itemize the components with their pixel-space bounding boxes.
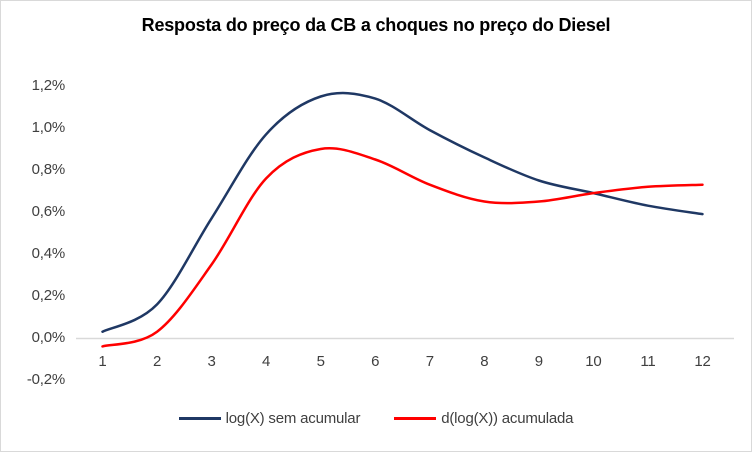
y-tick-label: 0,0%: [31, 329, 66, 346]
x-tick-label: 4: [262, 353, 271, 370]
legend-item-log-x-sem-acumular: log(X) sem acumular: [178, 410, 361, 427]
x-tick-label: 7: [425, 353, 434, 370]
x-tick-label: 3: [207, 353, 216, 370]
y-tick-label: 1,2%: [31, 77, 66, 94]
x-tick-label: 8: [480, 353, 489, 370]
y-tick-label: 0,2%: [31, 287, 66, 304]
series-line-0: [101, 91, 704, 333]
legend: log(X) sem acumular d(log(X)) acumulada: [1, 410, 751, 427]
y-tick-label: 0,4%: [31, 245, 66, 262]
x-tick-label: 6: [371, 353, 380, 370]
x-tick-label: 5: [316, 353, 325, 370]
x-tick-label: 10: [585, 353, 602, 370]
chart-title: Resposta do preço da CB a choques no pre…: [141, 15, 611, 35]
legend-line-swatch-red: [394, 417, 437, 420]
legend-label: d(log(X)) acumulada: [441, 410, 574, 427]
y-tick-label: 1,0%: [31, 119, 66, 136]
y-tick-label: 0,8%: [31, 161, 66, 178]
x-tick-label: 1: [98, 353, 107, 370]
legend-item-dlog-x-acumulada: d(log(X)) acumulada: [394, 410, 574, 427]
x-tick-label: 2: [152, 353, 162, 370]
x-tick-label: 12: [694, 353, 711, 370]
x-tick-label: 9: [534, 353, 543, 370]
legend-line-swatch-blue: [178, 417, 221, 420]
y-tick-label: -0,2%: [26, 371, 65, 388]
x-tick-label: 11: [640, 353, 656, 370]
series-line-1: [101, 147, 704, 348]
legend-label: log(X) sem acumular: [225, 410, 361, 427]
y-tick-label: 0,6%: [31, 203, 66, 220]
